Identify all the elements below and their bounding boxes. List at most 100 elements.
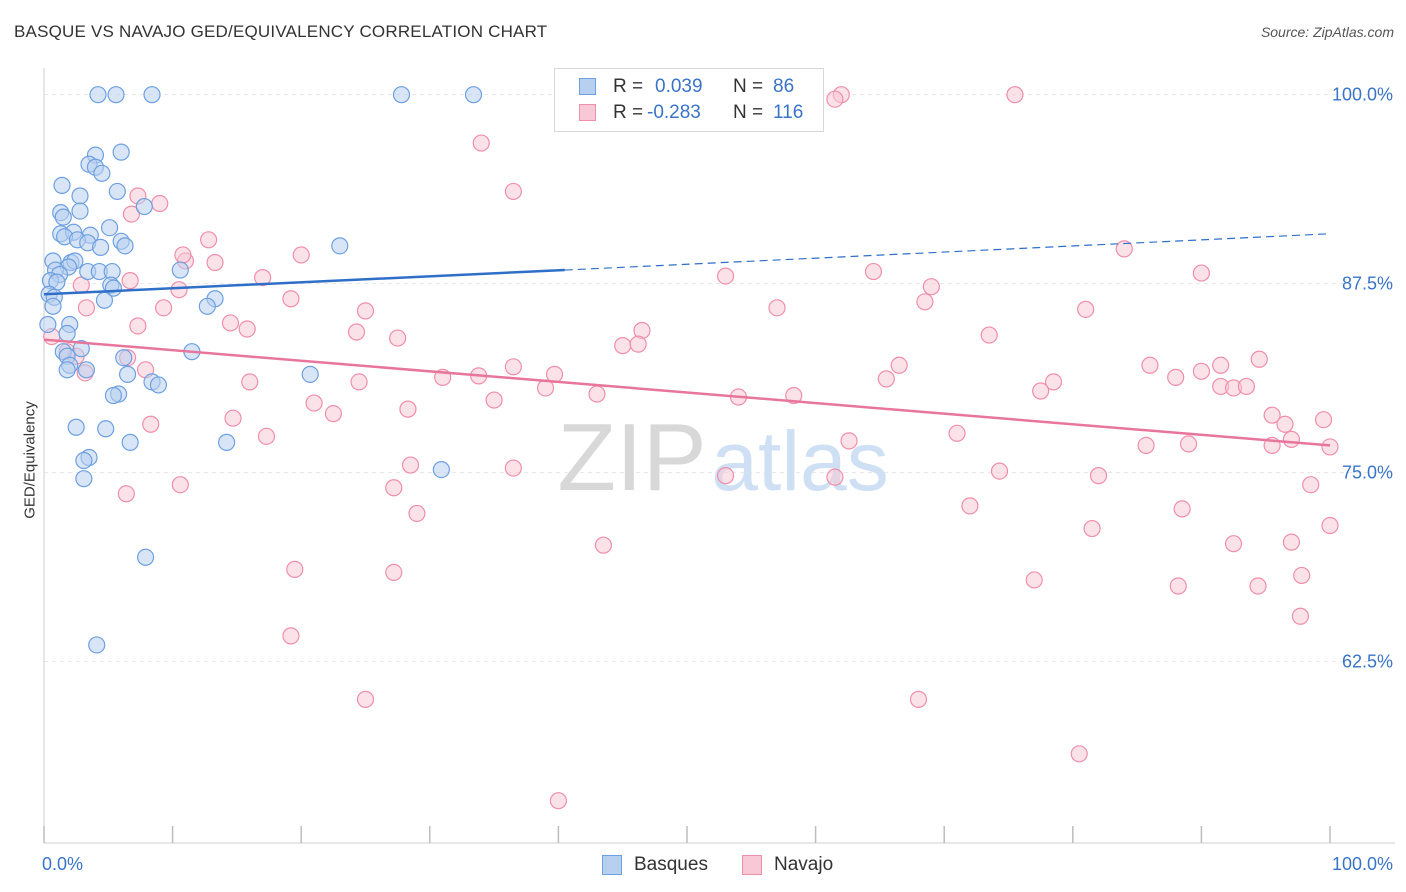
navajo-point — [961, 497, 979, 515]
navajo-point — [472, 134, 490, 152]
navajo-point — [1044, 373, 1063, 391]
navajo-point — [350, 373, 368, 391]
navajo-point — [1025, 571, 1043, 589]
stats-row-navajo: R = -0.283 N = 116 — [555, 101, 823, 125]
axes — [43, 68, 1395, 844]
navajo-point — [174, 246, 192, 264]
navajo-point — [200, 231, 218, 249]
basques-point — [392, 86, 411, 104]
navajo-point — [948, 424, 966, 442]
tick-labels: 62.5% 75.0% 87.5% 100.0% 0.0% 100.0% — [42, 85, 1393, 874]
navajo-point — [1006, 86, 1024, 104]
basques-point — [301, 365, 319, 383]
navajo-point — [716, 267, 735, 285]
navajo-point — [1276, 415, 1294, 433]
basques-point — [116, 237, 134, 255]
navajo-point — [347, 323, 366, 341]
basques-point — [135, 197, 153, 216]
navajo-point — [785, 386, 803, 405]
navajo-point — [1291, 607, 1310, 625]
basques-point — [108, 182, 126, 201]
navajo-point — [980, 326, 998, 344]
watermark: ZIP atlas — [557, 404, 888, 511]
y-tick-label: 75.0% — [1342, 463, 1393, 483]
navajo-point — [142, 415, 160, 433]
navajo-point — [1169, 577, 1187, 595]
basques-point — [118, 365, 137, 383]
basques-point — [198, 297, 216, 315]
navajo-point — [154, 299, 173, 317]
navajo-point — [1192, 264, 1211, 282]
navajo-point — [1302, 476, 1320, 494]
navajo-point — [1237, 377, 1256, 396]
navajo-point — [504, 459, 522, 477]
basques-point — [58, 324, 76, 343]
basques-point — [143, 86, 161, 104]
navajo-point — [990, 462, 1009, 480]
basques-r-value: 0.039 — [655, 76, 703, 97]
basques-trend-line — [43, 268, 565, 296]
trend-lines — [43, 233, 1331, 447]
navajo-point — [485, 391, 503, 409]
basques-point — [331, 237, 349, 255]
navajo-point — [254, 269, 272, 287]
basques-point — [121, 433, 139, 451]
navajo-point — [356, 302, 375, 320]
navajo-point — [129, 317, 147, 335]
basques-point — [93, 164, 111, 182]
basques-point — [171, 261, 189, 279]
basques-point — [136, 548, 155, 566]
navajo-point — [614, 337, 632, 355]
navajo-point — [864, 262, 883, 281]
basques-point — [97, 420, 115, 438]
basques-point — [75, 470, 93, 488]
navajo-point — [1321, 516, 1339, 535]
basques-point — [112, 143, 130, 161]
navajo-swatch — [579, 104, 596, 121]
navajo-point — [151, 194, 169, 213]
basques-n-value: 86 — [773, 76, 795, 97]
legend-basques-swatch — [602, 855, 622, 875]
navajo-point — [122, 205, 141, 223]
navajo-point — [1250, 350, 1268, 368]
basques-point — [95, 291, 114, 309]
navajo-point — [1115, 240, 1133, 258]
basques-swatch — [579, 78, 596, 95]
chart-title: BASQUE VS NAVAJO GED/EQUIVALENCY CORRELA… — [14, 22, 548, 41]
navajo-point — [826, 90, 844, 108]
y-tick-label: 87.5% — [1342, 274, 1393, 294]
navajo-point — [385, 479, 403, 497]
basques-point — [107, 86, 125, 104]
navajo-point — [877, 370, 895, 388]
basques-point — [67, 418, 85, 436]
basques-point — [104, 386, 123, 405]
navajo-point — [401, 456, 420, 474]
basques-point — [53, 176, 71, 194]
y-tick-label: 100.0% — [1332, 85, 1393, 105]
navajo-point — [77, 299, 96, 317]
basques-n-label: N = — [733, 76, 764, 97]
basques-points — [39, 86, 483, 654]
navajo-n-value: 116 — [773, 102, 804, 123]
navajo-point — [629, 335, 647, 353]
basques-r-label: R = — [613, 76, 644, 97]
navajo-r-label: R = — [613, 102, 644, 123]
navajo-trend-line — [43, 338, 1331, 447]
navajo-point — [1282, 533, 1301, 551]
navajo-point — [1263, 406, 1281, 424]
navajo-point — [1293, 566, 1311, 585]
navajo-point — [1321, 438, 1339, 456]
navajo-point — [282, 290, 300, 308]
basques-point — [71, 202, 89, 220]
navajo-point — [385, 563, 403, 581]
watermark-zip: ZIP — [557, 404, 706, 511]
series-legend: Basques Navajo — [600, 852, 860, 878]
legend-navajo-label: Navajo — [774, 854, 834, 875]
navajo-point — [826, 468, 844, 486]
navajo-point — [1137, 436, 1155, 455]
navajo-point — [1249, 577, 1267, 595]
navajo-point — [399, 400, 417, 418]
navajo-point — [408, 504, 426, 523]
navajo-point — [221, 314, 240, 332]
